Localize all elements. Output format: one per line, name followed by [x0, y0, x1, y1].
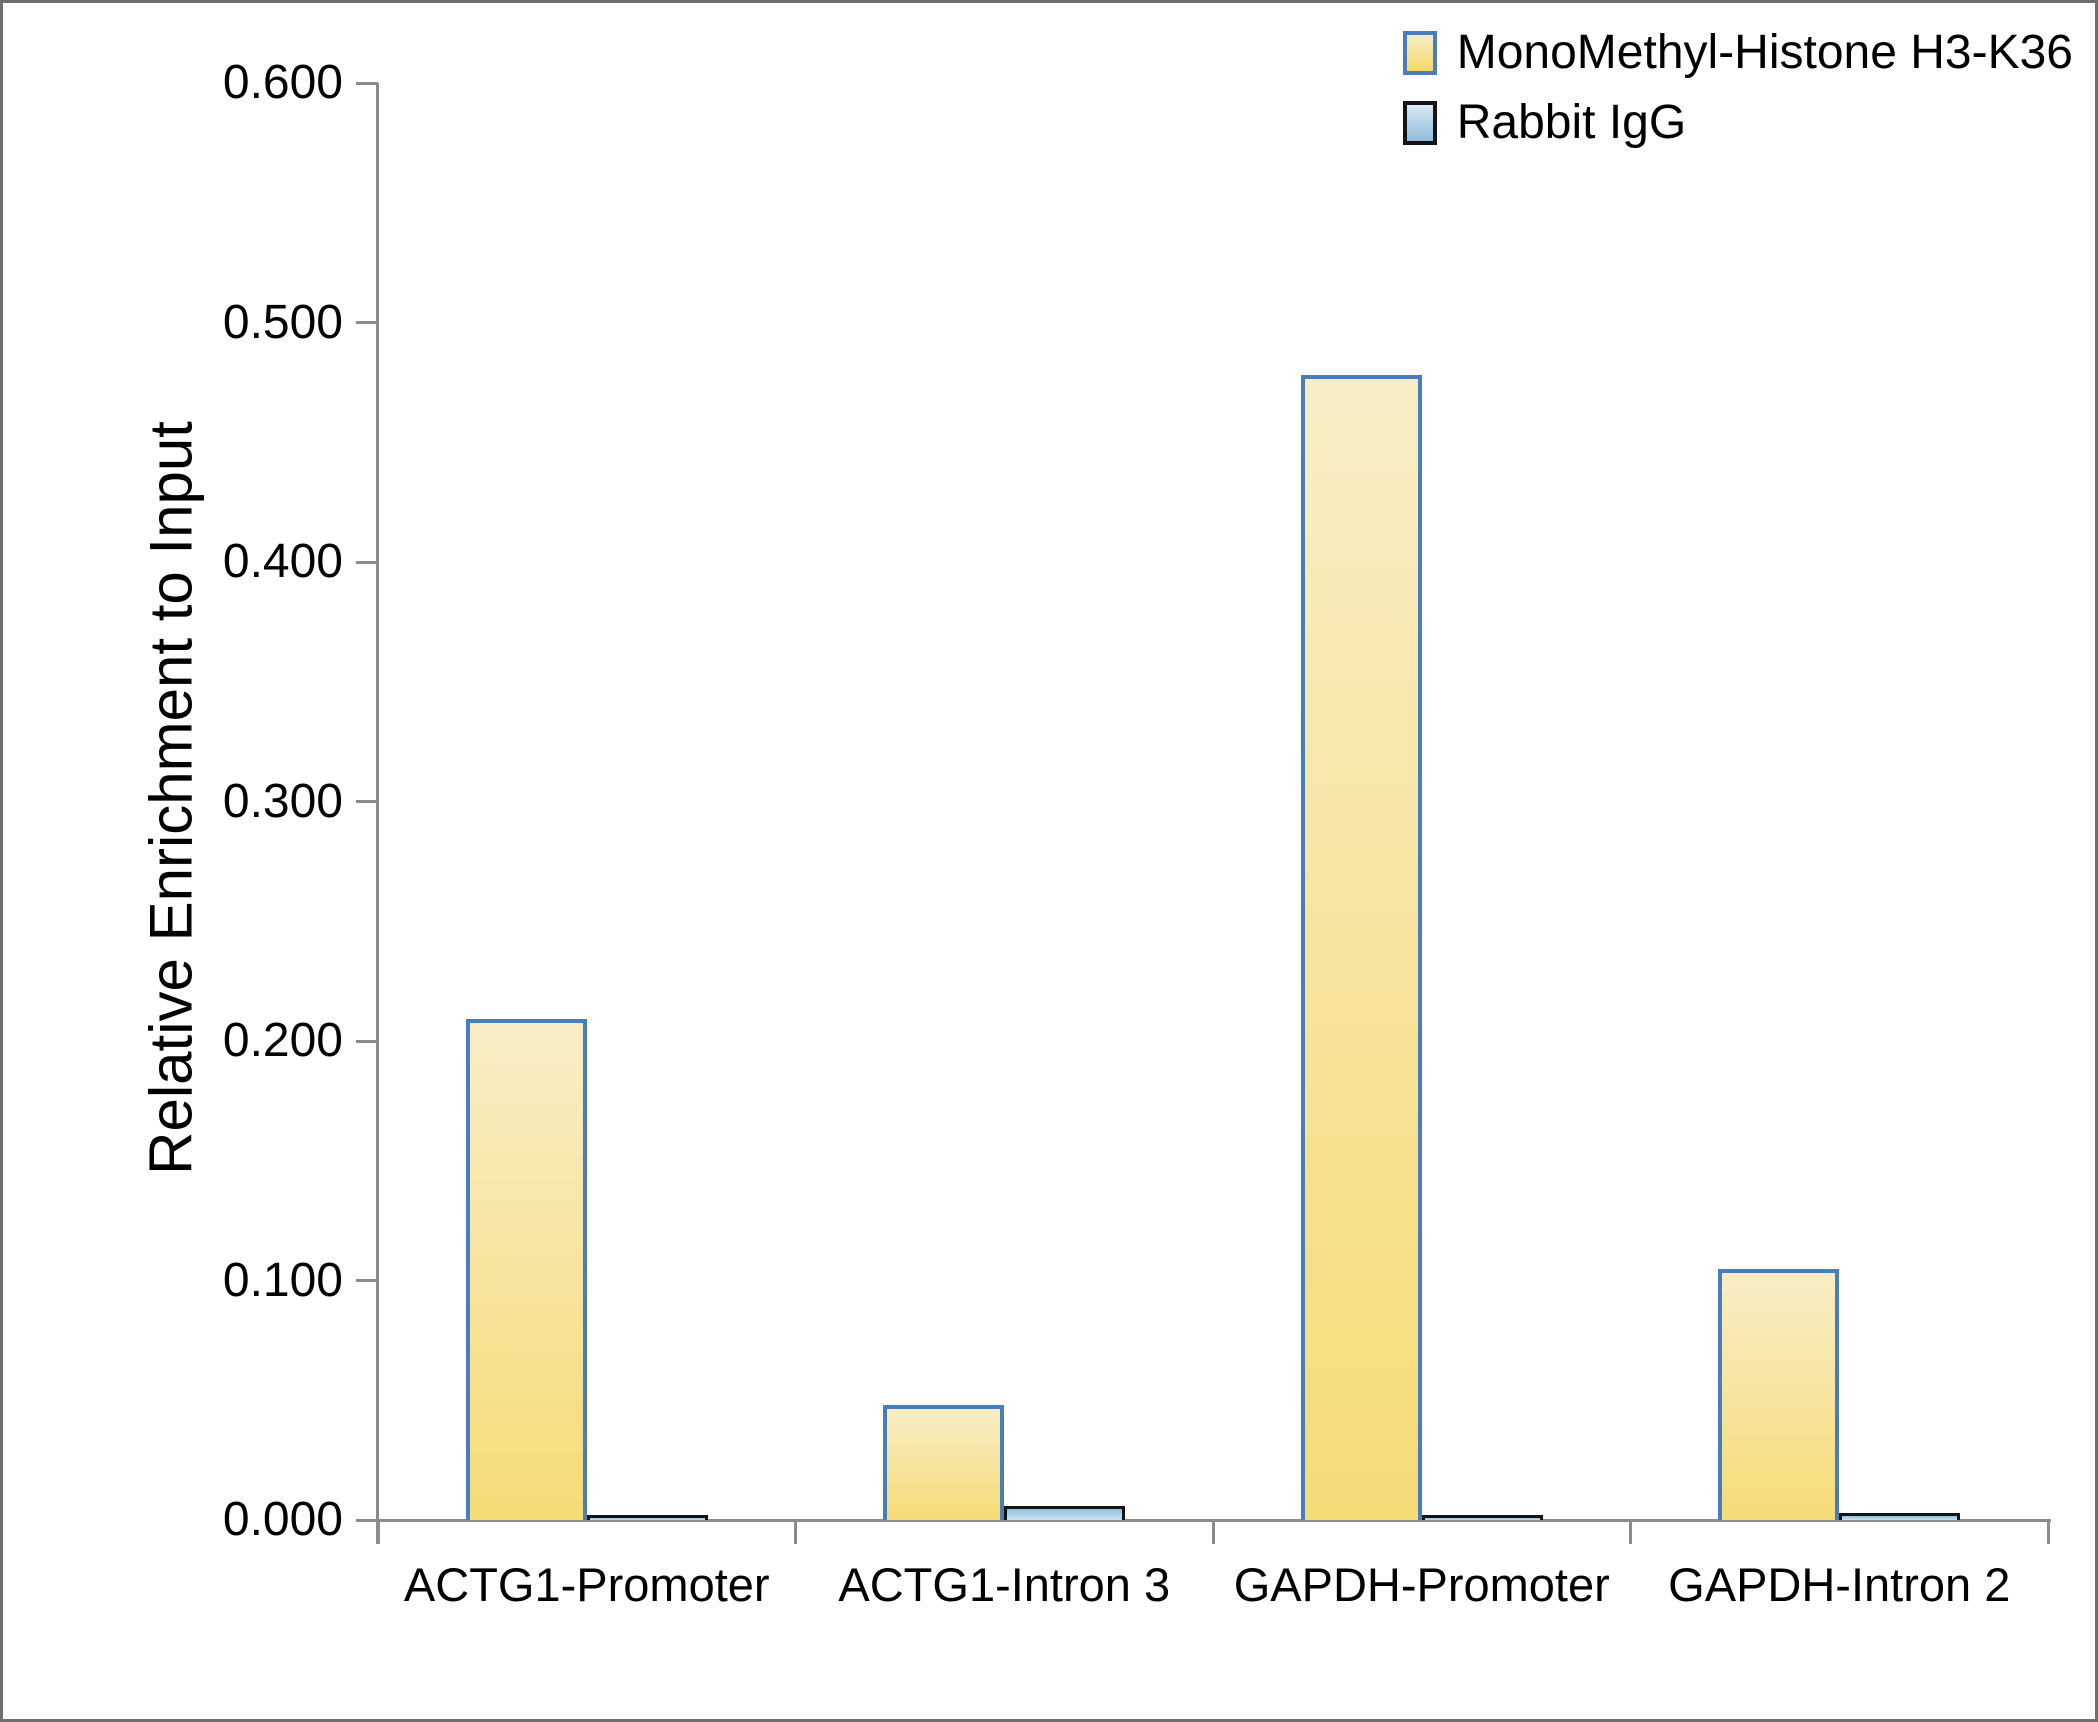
y-tick-label: 0.200 — [222, 1014, 343, 1067]
legend: MonoMethyl-Histone H3-K36 Rabbit IgG — [1402, 26, 2073, 149]
legend-swatch-monomethyl-icon — [1402, 31, 1437, 75]
y-tick-mark — [356, 1279, 378, 1282]
y-tick-label: 0.400 — [222, 535, 343, 588]
y-tick-mark — [356, 560, 378, 564]
x-axis-label: GAPDH-Intron 2 — [1668, 1558, 2011, 1611]
bar-series1-actg1-intron-3 — [1004, 1506, 1126, 1520]
y-tick-label: 0.100 — [222, 1253, 343, 1307]
bar-series0-actg1-promoter — [465, 1019, 587, 1520]
y-tick-label: 0.600 — [222, 56, 343, 109]
legend-label-rabbit-igg: Rabbit IgG — [1456, 96, 1687, 149]
x-axis-boundary-tick — [376, 1519, 380, 1544]
x-axis-label: GAPDH-Promoter — [1233, 1558, 1610, 1611]
legend-label-monomethyl: MonoMethyl-Histone H3-K36 — [1456, 26, 2073, 79]
legend-swatch-rabbit-igg-icon — [1402, 101, 1437, 145]
bar-series0-gapdh-intron-2 — [1718, 1269, 1840, 1520]
bar-series1-gapdh-promoter — [1421, 1515, 1543, 1520]
y-tick-label: 0.300 — [222, 774, 343, 828]
y-tick-mark — [356, 1518, 378, 1522]
y-tick-label: 0.000 — [222, 1493, 343, 1546]
y-tick-mark — [356, 800, 378, 803]
x-axis-boundary-tick — [1629, 1519, 1632, 1544]
x-axis-label: ACTG1-Promoter — [403, 1558, 770, 1611]
bar-series1-actg1-promoter — [586, 1515, 708, 1520]
y-tick-mark — [356, 321, 378, 324]
x-axis-boundary-tick — [1211, 1519, 1215, 1544]
y-tick-mark — [356, 81, 378, 85]
legend-item-monomethyl: MonoMethyl-Histone H3-K36 — [1402, 26, 2073, 79]
y-tick-mark — [356, 1039, 378, 1043]
x-axis-boundary-tick — [794, 1519, 797, 1544]
bar-series0-gapdh-promoter — [1300, 375, 1422, 1520]
bar-series1-gapdh-intron-2 — [1839, 1513, 1961, 1520]
y-axis-line — [376, 83, 379, 1544]
x-axis-boundary-tick — [2046, 1519, 2050, 1544]
x-axis-label: ACTG1-Intron 3 — [838, 1558, 1171, 1611]
y-tick-label: 0.500 — [222, 295, 343, 349]
bar-series0-actg1-intron-3 — [883, 1405, 1005, 1520]
legend-item-rabbit-igg: Rabbit IgG — [1402, 96, 2073, 149]
